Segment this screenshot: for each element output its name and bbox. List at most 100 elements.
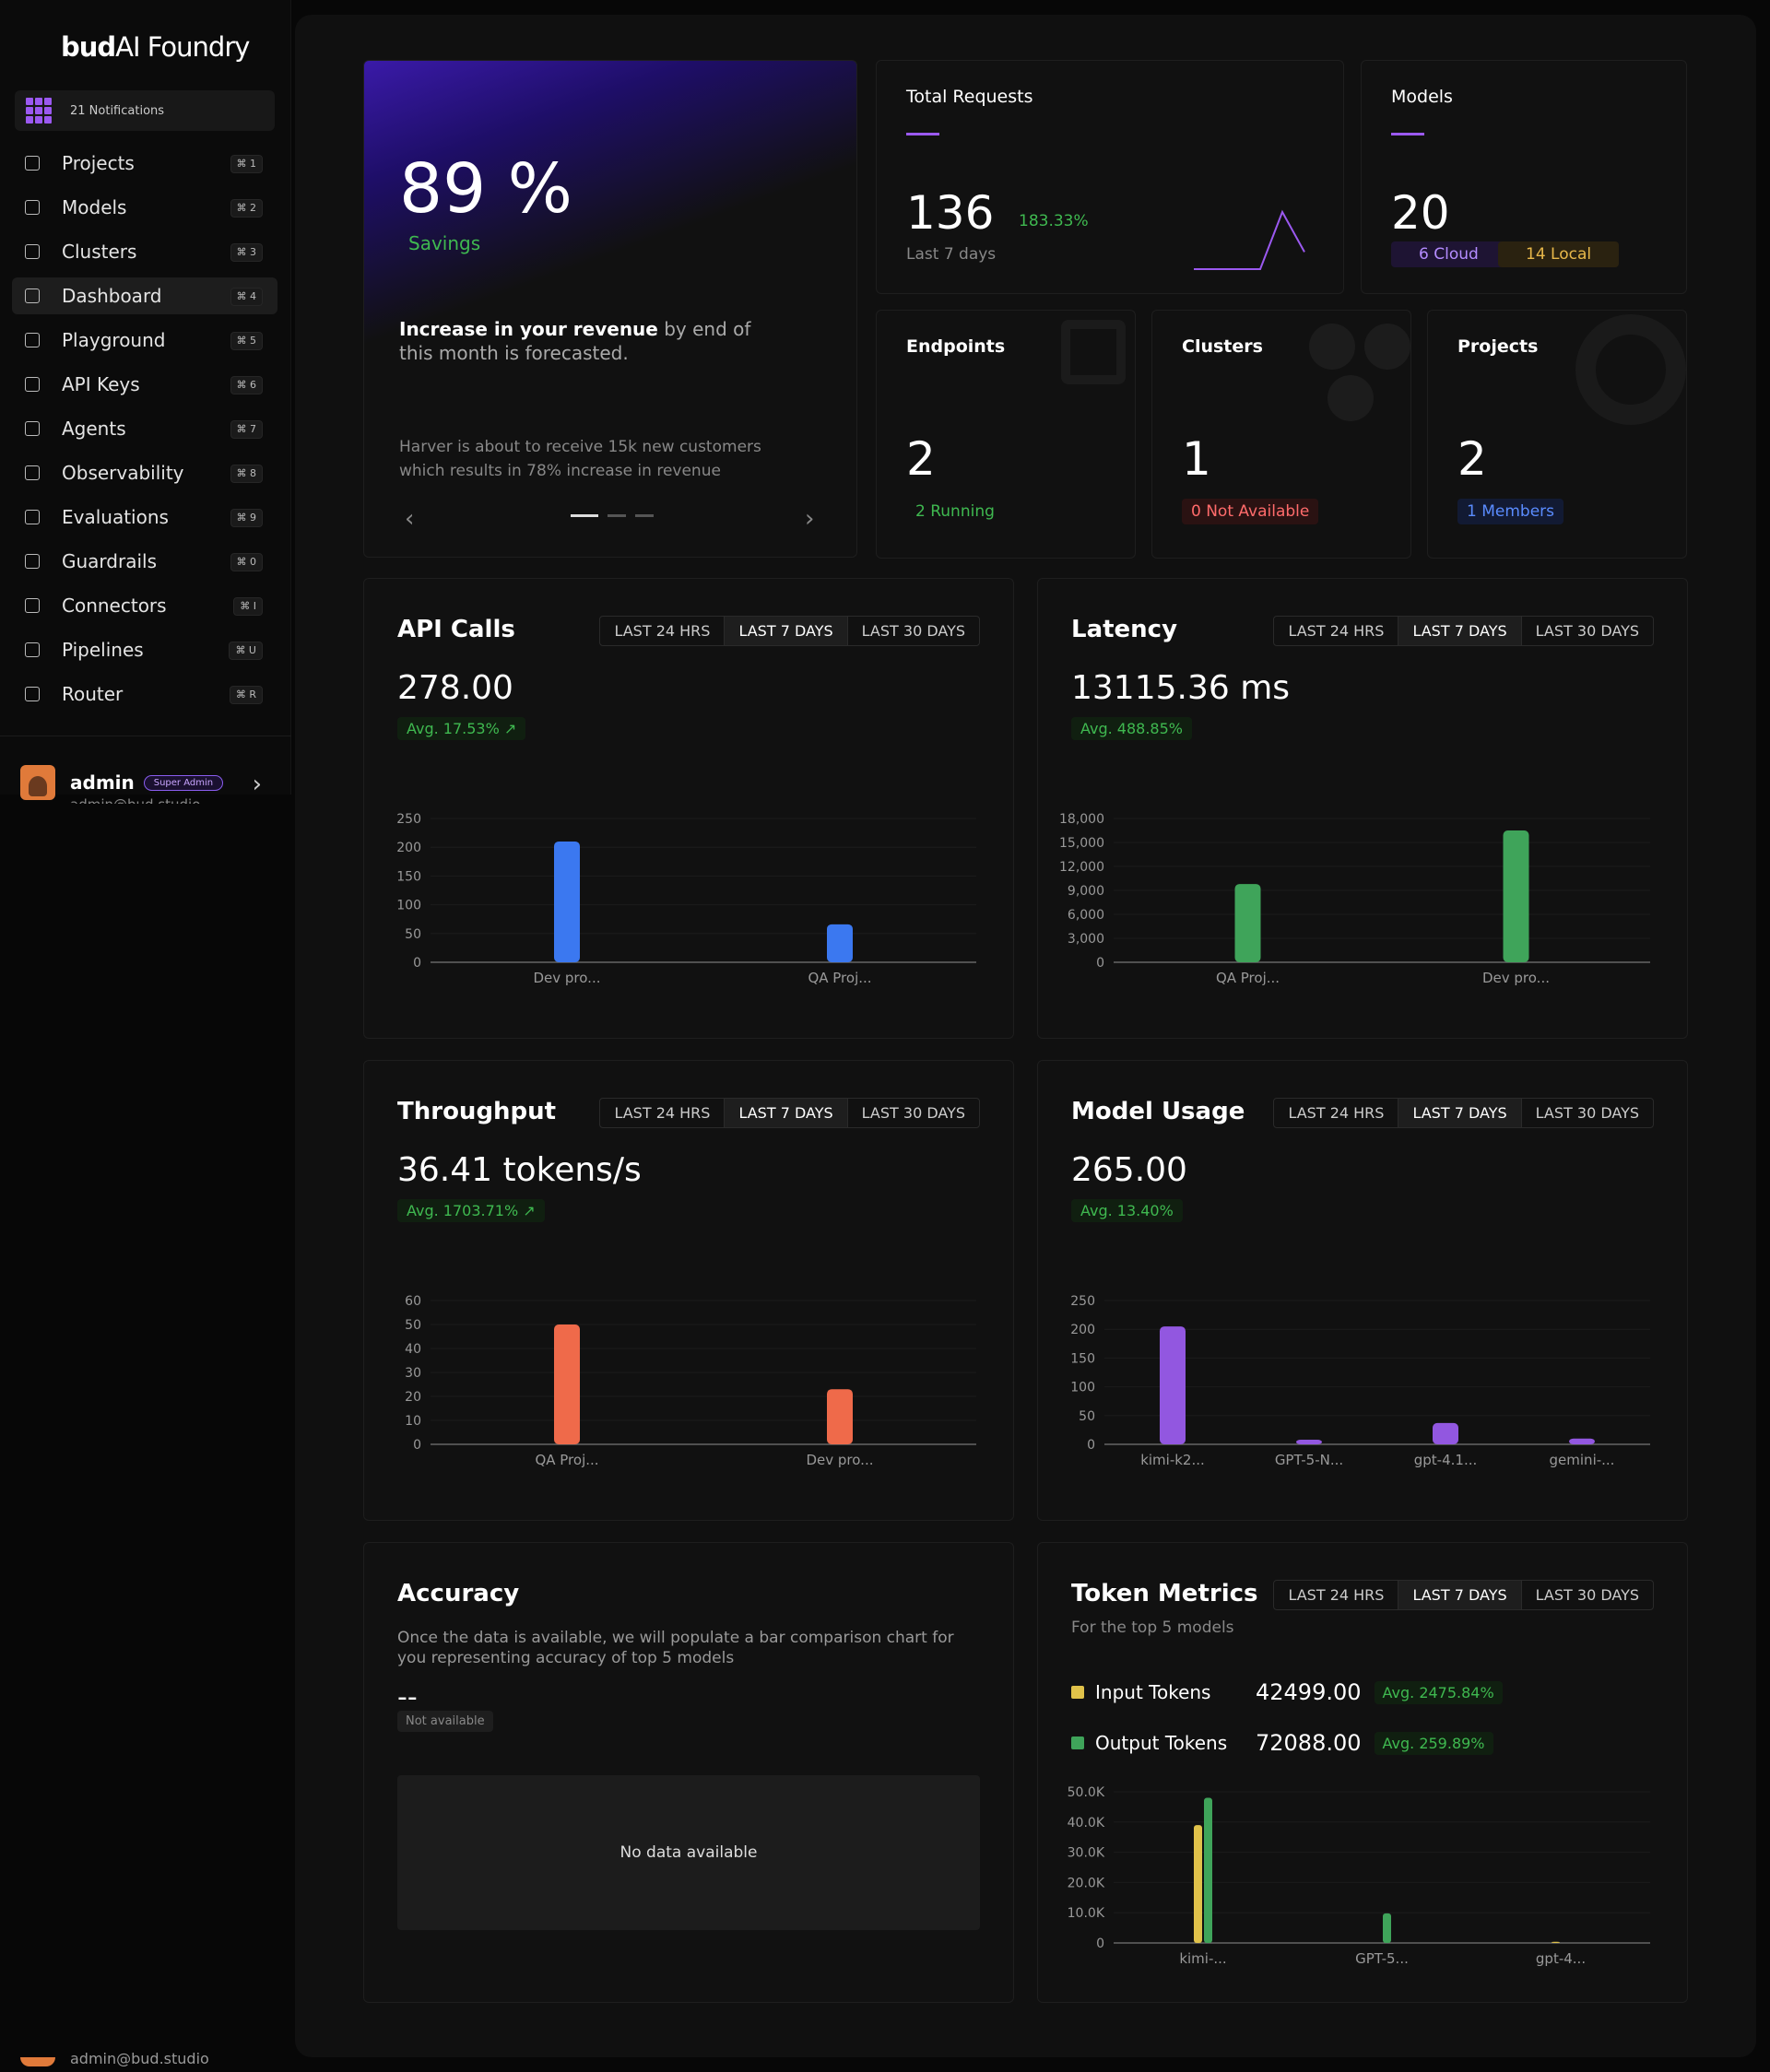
- time-range-tabs: LAST 24 HRS LAST 7 DAYS LAST 30 DAYS: [599, 616, 980, 646]
- dashboard-main: 89 % Savings Increase in your revenue by…: [295, 15, 1756, 2057]
- sidebar-item-api-keys[interactable]: API Keys ⌘ 6: [12, 366, 277, 403]
- y-tick-label: 50.0K: [1068, 1785, 1105, 1800]
- bar[interactable]: [554, 1324, 580, 1444]
- projects-status: 1 Members: [1457, 499, 1564, 524]
- projects-card[interactable]: Projects 2 1 Members: [1427, 310, 1687, 559]
- tab-last-30-days[interactable]: LAST 30 DAYS: [1535, 1586, 1639, 1604]
- shortcut-badge: ⌘ 4: [230, 288, 263, 306]
- bar[interactable]: [1234, 884, 1261, 962]
- pipeline-icon: [25, 642, 40, 657]
- sidebar-item-projects[interactable]: Projects ⌘ 1: [12, 145, 277, 182]
- tab-last-30-days[interactable]: LAST 30 DAYS: [1535, 1104, 1639, 1122]
- tab-last-24-hrs[interactable]: LAST 24 HRS: [1274, 1099, 1399, 1127]
- y-tick-label: 150: [1070, 1351, 1095, 1366]
- shortcut-badge: ⌘ R: [229, 686, 263, 704]
- sidebar-item-evaluations[interactable]: Evaluations ⌘ 9: [12, 499, 277, 536]
- y-tick-label: 3,000: [1068, 932, 1104, 947]
- user-email-footer: admin@bud.studio: [70, 2050, 209, 2067]
- bar-input-tokens[interactable]: [1552, 1941, 1560, 1943]
- bar-output-tokens[interactable]: [1204, 1797, 1212, 1943]
- avatar-partial: [20, 2057, 55, 2066]
- tab-last-7-days[interactable]: LAST 7 DAYS: [725, 617, 848, 645]
- bar[interactable]: [1433, 1422, 1458, 1444]
- y-tick-label: 6,000: [1068, 908, 1104, 923]
- output-tokens-avg: Avg. 259.89%: [1374, 1731, 1493, 1755]
- tab-last-24-hrs[interactable]: LAST 24 HRS: [600, 617, 726, 645]
- bar[interactable]: [1160, 1326, 1186, 1444]
- bar-input-tokens[interactable]: [1194, 1825, 1202, 1943]
- tab-last-24-hrs[interactable]: LAST 24 HRS: [600, 1099, 726, 1127]
- carousel-dot[interactable]: [571, 514, 598, 517]
- bar[interactable]: [827, 1389, 853, 1444]
- x-tick-label: kimi-k2...: [1140, 1452, 1205, 1468]
- notifications-button[interactable]: 21 Notifications: [15, 90, 275, 131]
- tab-last-24-hrs[interactable]: LAST 24 HRS: [1274, 1581, 1399, 1609]
- models-card[interactable]: Models 20 6 Cloud 14 Local: [1361, 60, 1687, 294]
- bar[interactable]: [1503, 830, 1529, 962]
- bar-output-tokens[interactable]: [1383, 1913, 1391, 1943]
- sidebar-item-label: Projects: [62, 152, 135, 174]
- sidebar-item-observability[interactable]: Observability ⌘ 8: [12, 454, 277, 491]
- carousel-dots[interactable]: [571, 514, 654, 517]
- tab-last-7-days[interactable]: LAST 7 DAYS: [1398, 1099, 1522, 1127]
- sidebar-item-dashboard[interactable]: Dashboard ⌘ 4: [12, 277, 277, 314]
- sidebar-item-playground[interactable]: Playground ⌘ 5: [12, 322, 277, 359]
- forecast-headline: Increase in your revenue by end of this …: [399, 317, 768, 365]
- tab-last-24-hrs[interactable]: LAST 24 HRS: [1274, 617, 1399, 645]
- total-requests-value: 136: [906, 186, 995, 240]
- api-calls-card: API Calls LAST 24 HRS LAST 7 DAYS LAST 30 …: [363, 578, 1014, 1039]
- y-tick-label: 15,000: [1060, 836, 1104, 851]
- sidebar-item-guardrails[interactable]: Guardrails ⌘ 0: [12, 543, 277, 580]
- carousel-dot[interactable]: [635, 514, 654, 517]
- output-tokens-value: 72088.00: [1256, 1730, 1362, 1756]
- tab-last-30-days[interactable]: LAST 30 DAYS: [861, 1104, 965, 1122]
- sidebar-item-clusters[interactable]: Clusters ⌘ 3: [12, 233, 277, 270]
- total-requests-card[interactable]: Total Requests 136 Last 7 days 183.33%: [876, 60, 1344, 294]
- time-range-tabs: LAST 24 HRS LAST 7 DAYS LAST 30 DAYS: [1273, 616, 1654, 646]
- user-email: admin@bud.studio: [70, 796, 200, 804]
- bar[interactable]: [827, 924, 853, 962]
- user-profile[interactable]: admin Super Admin admin@bud.studio ›: [20, 761, 271, 804]
- sidebar-item-connectors[interactable]: Connectors ⌘ I: [12, 587, 277, 624]
- endpoints-value: 2: [906, 432, 936, 486]
- card-subtitle: For the top 5 models: [1071, 1619, 1234, 1637]
- shortcut-badge: ⌘ 3: [230, 243, 263, 262]
- bar[interactable]: [554, 841, 580, 962]
- clusters-card[interactable]: Clusters 1 0 Not Available: [1151, 310, 1411, 559]
- tab-last-7-days[interactable]: LAST 7 DAYS: [1398, 617, 1522, 645]
- sidebar-item-label: Playground: [62, 329, 166, 351]
- x-tick-label: GPT-5...: [1355, 1950, 1409, 1967]
- tab-last-7-days[interactable]: LAST 7 DAYS: [1398, 1581, 1522, 1609]
- sidebar-item-models[interactable]: Models ⌘ 2: [12, 189, 277, 226]
- y-tick-label: 30.0K: [1068, 1846, 1105, 1861]
- input-tokens-avg: Avg. 2475.84%: [1374, 1680, 1503, 1704]
- bar[interactable]: [1296, 1440, 1322, 1444]
- models-value: 20: [1391, 186, 1450, 240]
- tab-last-7-days[interactable]: LAST 7 DAYS: [725, 1099, 848, 1127]
- bar[interactable]: [1569, 1438, 1595, 1444]
- grid-icon: [25, 288, 40, 303]
- model-usage-card: Model Usage LAST 24 HRS LAST 7 DAYS LAST 3…: [1037, 1060, 1688, 1521]
- input-tokens-row: Input Tokens 42499.00 Avg. 2475.84%: [1071, 1679, 1503, 1705]
- chevron-left-icon[interactable]: ‹: [405, 505, 415, 533]
- sidebar-item-label: Router: [62, 683, 124, 705]
- router-icon: [25, 687, 40, 701]
- y-tick-label: 18,000: [1060, 812, 1104, 827]
- throughput-card: Throughput LAST 24 HRS LAST 7 DAYS LAST 30…: [363, 1060, 1014, 1521]
- latency-card: Latency LAST 24 HRS LAST 7 DAYS LAST 30 DA…: [1037, 578, 1688, 1039]
- chevron-right-icon[interactable]: ›: [252, 771, 262, 798]
- sidebar-item-router[interactable]: Router ⌘ R: [12, 676, 277, 712]
- endpoints-card[interactable]: Endpoints 2 2 Running: [876, 310, 1136, 559]
- tab-last-30-days[interactable]: LAST 30 DAYS: [1535, 622, 1639, 640]
- y-tick-label: 12,000: [1060, 860, 1104, 875]
- y-tick-label: 150: [396, 869, 421, 884]
- role-badge: Super Admin: [143, 774, 224, 791]
- sidebar-item-agents[interactable]: Agents ⌘ 7: [12, 410, 277, 447]
- sidebar: budAI Foundry 21 Notifications Projects ⌘…: [0, 0, 291, 804]
- brand-logo[interactable]: budAI Foundry: [61, 31, 250, 63]
- y-tick-label: 40.0K: [1068, 1816, 1105, 1831]
- tab-last-30-days[interactable]: LAST 30 DAYS: [861, 622, 965, 640]
- carousel-dot[interactable]: [608, 514, 626, 517]
- sidebar-item-pipelines[interactable]: Pipelines ⌘ U: [12, 631, 277, 668]
- chevron-right-icon[interactable]: ›: [805, 505, 815, 533]
